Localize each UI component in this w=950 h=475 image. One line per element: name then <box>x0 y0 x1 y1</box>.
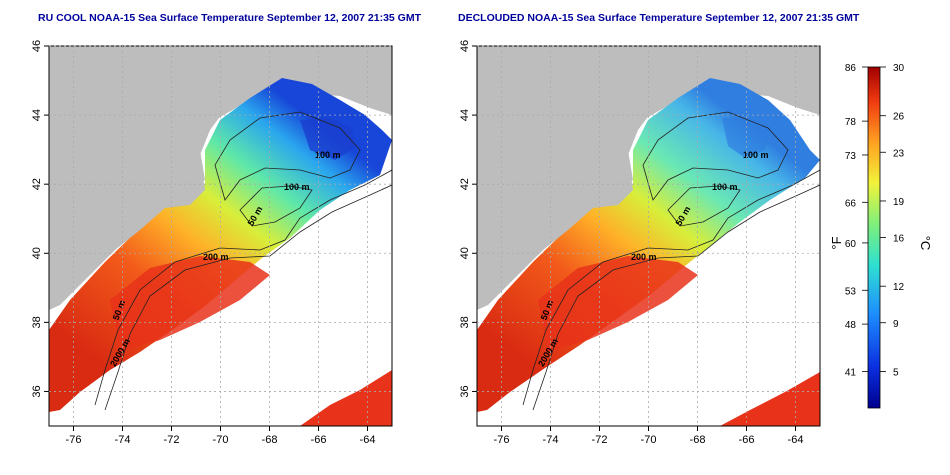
y-tick-label: 40 <box>31 247 43 259</box>
x-tick-label: -70 <box>641 434 657 446</box>
cloud-patch <box>150 190 392 405</box>
gulf-stream-core <box>110 256 270 352</box>
contour-label: 100 m <box>743 150 769 160</box>
cold-core <box>300 118 355 160</box>
x-tick-label: -66 <box>311 434 327 446</box>
warm-patch-se <box>300 370 392 426</box>
colorbar-c-label: 23 <box>893 148 905 159</box>
x-tick-label: -68 <box>262 434 278 446</box>
left-map-title: RU COOL NOAA-15 Sea Surface Temperature … <box>38 12 422 24</box>
colorbar-fahrenheit-ticks: 86 78 73 66 60 53 48 41 <box>845 63 868 378</box>
contour-label: 100 m <box>284 182 310 192</box>
colorbar-c-label: 9 <box>893 319 899 330</box>
gulf-stream-core <box>538 256 698 352</box>
colorbar-f-label: 78 <box>845 117 857 128</box>
colorbar: 86 78 73 66 60 53 48 41 30 26 23 19 16 12 9 5 °F °C <box>829 63 933 409</box>
colorbar-f-label: 48 <box>845 320 857 331</box>
y-tick-label: 42 <box>31 178 43 190</box>
x-tick-label: -74 <box>115 434 131 446</box>
colorbar-c-label: 16 <box>893 234 905 245</box>
left-grid: -76 -74 -72 -70 -68 -66 -64 36 38 40 42 44 46 <box>31 40 392 446</box>
y-tick-label: 38 <box>31 316 43 328</box>
warm-patch-se <box>720 372 820 426</box>
y-tick-label: 36 <box>31 385 43 397</box>
colorbar-c-label: 26 <box>893 112 905 123</box>
contour-label: 100 m <box>315 150 341 160</box>
depth-contour <box>239 185 313 227</box>
x-tick-label: -64 <box>788 434 804 446</box>
x-tick-label: -66 <box>739 434 755 446</box>
colorbar-f-label: 86 <box>845 63 857 74</box>
x-tick-label: -76 <box>494 434 510 446</box>
contour-label: 200 m <box>631 252 657 262</box>
colorbar-f-label: 73 <box>845 151 857 162</box>
y-tick-label: 38 <box>459 316 471 328</box>
depth-contour <box>667 185 741 227</box>
depth-contour <box>532 184 820 411</box>
x-tick-label: -68 <box>690 434 706 446</box>
colorbar-c-label: 5 <box>893 367 899 378</box>
declouded-area <box>477 200 820 426</box>
y-tick-label: 44 <box>459 109 471 121</box>
y-tick-label: 46 <box>31 40 43 52</box>
y-tick-label: 44 <box>31 109 43 121</box>
colorbar-scale <box>867 66 881 409</box>
x-tick-label: -70 <box>213 434 229 446</box>
depth-contour <box>104 184 392 411</box>
depth-contour <box>642 111 789 201</box>
x-tick-label: -72 <box>164 434 180 446</box>
cold-core <box>722 118 770 158</box>
colorbar-c-label: 12 <box>893 282 905 293</box>
x-tick-label: -74 <box>543 434 559 446</box>
depth-contour <box>94 169 392 406</box>
contour-label: 100 m <box>712 182 738 192</box>
colorbar-unit-c: °C <box>918 236 933 251</box>
colorbar-f-label: 66 <box>845 198 857 209</box>
contour-label: 200 m <box>203 252 229 262</box>
y-tick-label: 46 <box>459 40 471 52</box>
y-tick-label: 40 <box>459 247 471 259</box>
right-grid: -76 -74 -72 -70 -68 -66 -64 36 38 40 42 44 46 <box>459 40 820 446</box>
coastline-land <box>477 46 820 310</box>
y-tick-label: 36 <box>459 385 471 397</box>
coastline-land <box>49 46 392 310</box>
y-tick-label: 42 <box>459 178 471 190</box>
x-tick-label: -72 <box>592 434 608 446</box>
right-map-title: DECLOUDED NOAA-15 Sea Surface Temperatur… <box>458 12 860 24</box>
colorbar-f-label: 60 <box>845 239 857 250</box>
colorbar-celsius-ticks: 30 26 23 19 16 12 9 5 <box>880 63 905 378</box>
colorbar-c-label: 19 <box>893 197 905 208</box>
x-tick-label: -76 <box>66 434 82 446</box>
depth-contour <box>522 169 820 406</box>
colorbar-f-label: 53 <box>845 286 857 297</box>
x-tick-label: -64 <box>360 434 376 446</box>
colorbar-f-label: 41 <box>845 367 857 378</box>
colorbar-unit-f: °F <box>829 236 844 249</box>
colorbar-c-label: 30 <box>893 63 905 74</box>
depth-contour <box>214 111 361 201</box>
